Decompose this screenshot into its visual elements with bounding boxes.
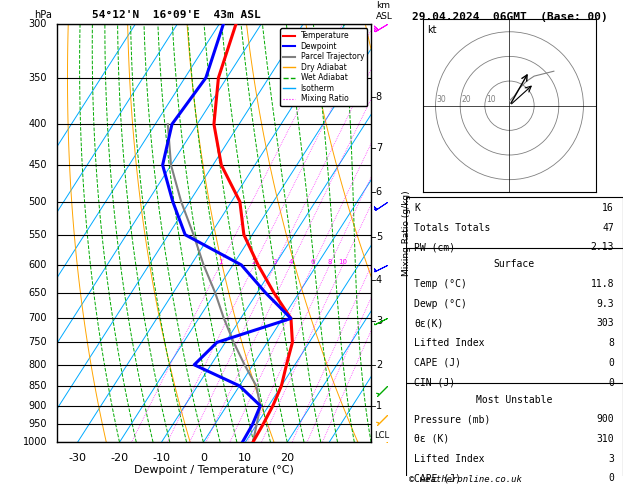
Text: 800: 800	[29, 360, 47, 370]
Text: km
ASL: km ASL	[376, 1, 392, 21]
Text: Mixing Ratio (g/kg): Mixing Ratio (g/kg)	[402, 191, 411, 276]
Text: 500: 500	[29, 197, 47, 207]
Text: 8: 8	[608, 338, 614, 348]
Text: 1: 1	[376, 400, 382, 411]
Text: 6: 6	[376, 188, 382, 197]
Text: 20: 20	[280, 453, 294, 463]
Text: 6: 6	[311, 259, 315, 265]
Text: 5: 5	[376, 232, 382, 242]
Text: 303: 303	[596, 318, 614, 329]
Text: -10: -10	[152, 453, 170, 463]
Text: 700: 700	[29, 313, 47, 324]
Text: 900: 900	[596, 414, 614, 424]
Text: θε (K): θε (K)	[415, 434, 450, 444]
Text: 47: 47	[603, 223, 614, 233]
Text: 2: 2	[252, 259, 256, 265]
Text: 2: 2	[376, 360, 382, 370]
Text: 3: 3	[608, 454, 614, 464]
Text: Temp (°C): Temp (°C)	[415, 279, 467, 289]
Text: 9.3: 9.3	[596, 299, 614, 309]
Text: 450: 450	[29, 160, 47, 170]
Text: Totals Totals: Totals Totals	[415, 223, 491, 233]
Text: PW (cm): PW (cm)	[415, 243, 455, 252]
Text: 0: 0	[608, 473, 614, 484]
Text: Most Unstable: Most Unstable	[476, 395, 552, 404]
Text: 1: 1	[218, 259, 223, 265]
Text: Dewpoint / Temperature (°C): Dewpoint / Temperature (°C)	[134, 465, 294, 475]
Text: 10: 10	[338, 259, 347, 265]
Text: © weatheronline.co.uk: © weatheronline.co.uk	[409, 474, 521, 484]
Text: 0: 0	[608, 378, 614, 388]
Text: 900: 900	[29, 400, 47, 411]
Legend: Temperature, Dewpoint, Parcel Trajectory, Dry Adiabat, Wet Adiabat, Isotherm, Mi: Temperature, Dewpoint, Parcel Trajectory…	[280, 28, 367, 106]
Text: 310: 310	[596, 434, 614, 444]
Text: Lifted Index: Lifted Index	[415, 338, 485, 348]
Text: Lifted Index: Lifted Index	[415, 454, 485, 464]
Text: 20: 20	[462, 95, 471, 104]
Text: 29.04.2024  06GMT  (Base: 00): 29.04.2024 06GMT (Base: 00)	[411, 12, 608, 22]
Text: 10: 10	[486, 95, 496, 104]
Text: 4: 4	[376, 275, 382, 285]
Text: 11.8: 11.8	[591, 279, 614, 289]
Text: LCL: LCL	[374, 431, 389, 440]
Text: 2.13: 2.13	[591, 243, 614, 252]
Text: CAPE (J): CAPE (J)	[415, 473, 462, 484]
Text: 400: 400	[29, 119, 47, 129]
Text: 750: 750	[28, 337, 47, 347]
Text: 350: 350	[29, 73, 47, 83]
Text: 16: 16	[603, 203, 614, 213]
Text: 600: 600	[29, 260, 47, 270]
Text: 30: 30	[437, 95, 447, 104]
Text: 4: 4	[288, 259, 292, 265]
Text: Surface: Surface	[494, 259, 535, 269]
Text: 54°12'N  16°09'E  43m ASL: 54°12'N 16°09'E 43m ASL	[92, 10, 260, 20]
Text: 550: 550	[28, 230, 47, 240]
Text: 10: 10	[238, 453, 252, 463]
Text: θε(K): θε(K)	[415, 318, 444, 329]
Text: 3: 3	[376, 316, 382, 327]
Text: K: K	[415, 203, 420, 213]
Text: 8: 8	[328, 259, 332, 265]
Text: 300: 300	[29, 19, 47, 29]
Text: 950: 950	[29, 419, 47, 430]
Text: hPa: hPa	[35, 10, 52, 20]
Text: kt: kt	[426, 25, 436, 35]
Text: 0: 0	[608, 358, 614, 368]
Text: -20: -20	[111, 453, 128, 463]
Text: CIN (J): CIN (J)	[415, 378, 455, 388]
Text: CAPE (J): CAPE (J)	[415, 358, 462, 368]
Text: 8: 8	[376, 92, 382, 102]
Text: 850: 850	[29, 381, 47, 391]
Text: Dewp (°C): Dewp (°C)	[415, 299, 467, 309]
Text: 3: 3	[273, 259, 277, 265]
Text: 1000: 1000	[23, 437, 47, 447]
Text: 7: 7	[376, 143, 382, 153]
Text: 650: 650	[29, 288, 47, 298]
Text: 0: 0	[200, 453, 207, 463]
Text: Pressure (mb): Pressure (mb)	[415, 414, 491, 424]
Text: -30: -30	[69, 453, 87, 463]
